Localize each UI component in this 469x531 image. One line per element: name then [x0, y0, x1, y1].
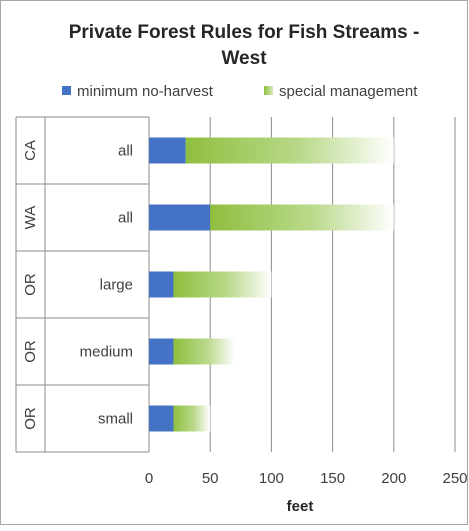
- chart-title-line-1: Private Forest Rules for Fish Streams -: [69, 22, 420, 43]
- x-tick-label-100: 100: [259, 470, 284, 487]
- bar-minimum-no-harvest-3: [149, 271, 174, 298]
- category-label: medium: [80, 344, 133, 361]
- category-state-label: OR: [22, 273, 39, 296]
- bar-minimum-no-harvest-5: [149, 405, 174, 432]
- x-tick-label-250: 250: [442, 470, 467, 487]
- bar-minimum-no-harvest-4: [149, 338, 174, 365]
- category-label: small: [98, 411, 133, 428]
- category-label: all: [118, 143, 133, 160]
- x-tick-label-50: 50: [202, 470, 219, 487]
- category-label: large: [100, 277, 133, 294]
- bar-special-management-2: [210, 204, 394, 231]
- x-tick-label-200: 200: [381, 470, 406, 487]
- bar-special-management-3: [173, 271, 272, 298]
- chart-title-line-2: West: [221, 48, 267, 69]
- bar-minimum-no-harvest-1: [149, 137, 186, 164]
- category-axis: CA all WA all OR large OR medium OR small: [15, 116, 150, 453]
- x-tick-label-0: 0: [145, 470, 153, 487]
- bars: [149, 137, 394, 432]
- bar-special-management-4: [173, 338, 235, 365]
- legend-swatch-1: [62, 86, 71, 95]
- legend-label-1: minimum no-harvest: [77, 83, 214, 100]
- x-axis-ticks: 0 50 100 150 200 250: [145, 470, 468, 487]
- legend: minimum no-harvest special management: [62, 83, 418, 100]
- bar-special-management-5: [173, 405, 211, 432]
- x-axis-label: feet: [287, 498, 314, 515]
- category-state-label: WA: [22, 206, 39, 230]
- category-state-label: OR: [22, 340, 39, 363]
- bar-minimum-no-harvest-2: [149, 204, 211, 231]
- legend-swatch-2: [264, 86, 273, 95]
- category-label: all: [118, 210, 133, 227]
- legend-label-2: special management: [279, 83, 418, 100]
- category-state-label: CA: [22, 140, 39, 161]
- x-tick-label-150: 150: [320, 470, 345, 487]
- category-state-label: OR: [22, 407, 39, 430]
- bar-special-management-1: [185, 137, 394, 164]
